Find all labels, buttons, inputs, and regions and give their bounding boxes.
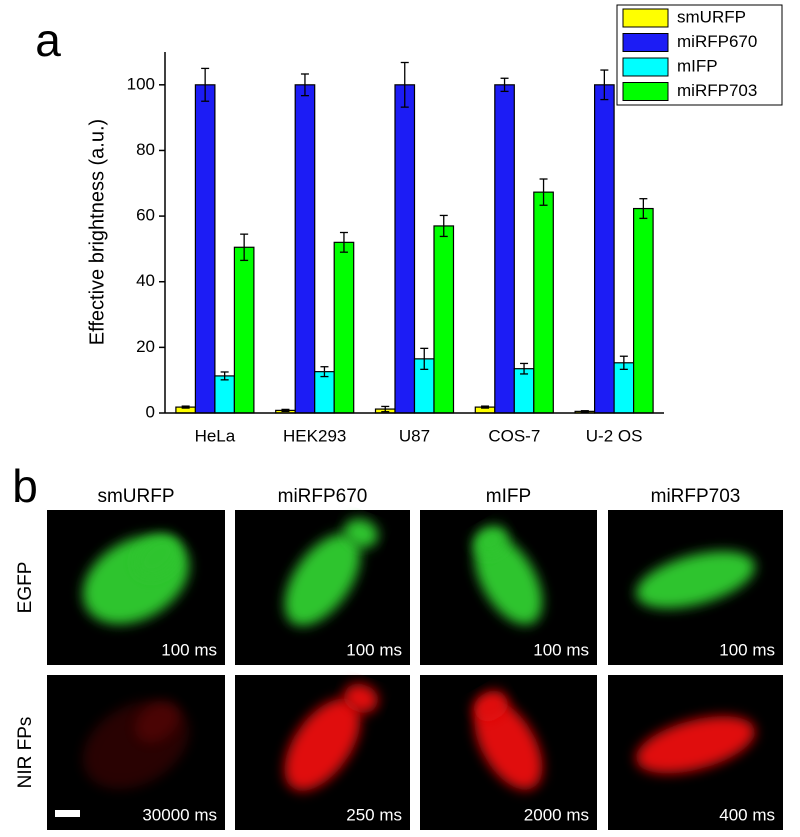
row-header: EGFP [15,562,36,614]
error-bar [400,61,409,108]
bar [433,225,455,414]
cell [473,525,508,557]
x-tick-label: COS-7 [488,426,540,445]
panel-label: b [12,460,38,512]
cell [474,534,543,625]
bar [314,371,335,414]
error-bar [481,405,490,409]
bar [533,191,554,414]
column-header: miRFP670 [278,486,368,507]
exposure-label: 100 ms [719,640,775,659]
cell [635,716,756,774]
exposure-label: 400 ms [719,805,775,824]
cell [474,699,543,790]
bar [593,84,615,414]
legend-label: miRFP703 [677,81,757,100]
column-header: smURFP [97,486,174,507]
bar [214,375,235,414]
bar [394,84,416,414]
row-header: NIR FPs [15,717,36,789]
y-tick-label: 20 [136,337,155,356]
y-axis-label: Effective brightness (a.u.) [86,119,108,345]
error-bar [439,214,448,238]
micrograph [608,675,783,830]
error-bar [619,355,628,371]
micrograph [235,510,410,665]
micrograph [47,675,225,830]
micrograph [47,510,225,665]
error-bar [539,178,548,206]
error-bar [300,73,309,97]
bar [494,84,515,414]
error-bar [201,67,210,102]
bar [632,207,654,414]
exposure-label: 100 ms [346,640,402,659]
error-bar [339,231,348,253]
legend-label: miRFP670 [677,32,757,51]
legend-label: mIFP [677,56,718,75]
bar [613,362,635,414]
panel-label: a [35,14,61,66]
cell [135,700,180,743]
bar [194,84,216,414]
cell [135,535,180,578]
legend-swatch [622,33,669,52]
error-bar [220,371,229,381]
cell [284,698,361,791]
micrograph [608,510,783,665]
error-bar [639,198,648,220]
error-bar [420,347,429,371]
legend-label: smURFP [677,7,746,26]
column-header: miRFP703 [651,486,741,507]
cell [284,533,361,626]
cell [635,551,756,609]
scale-bar [55,810,80,817]
y-tick-label: 60 [136,206,155,225]
cell [473,690,508,722]
micrograph [420,675,597,830]
bar [233,246,255,414]
micrograph [420,510,597,665]
error-bar [240,233,249,262]
exposure-label: 100 ms [533,640,589,659]
exposure-label: 30000 ms [142,805,217,824]
micrograph [235,675,410,830]
bar [333,241,355,414]
bar [513,368,535,414]
exposure-label: 100 ms [161,640,217,659]
error-bar [281,408,290,413]
exposure-label: 2000 ms [524,805,589,824]
y-tick-label: 100 [127,74,155,93]
legend-swatch [622,57,669,77]
error-bar [381,405,390,413]
cell [343,683,379,713]
error-bar [520,362,529,375]
legend-swatch [622,82,669,101]
error-bar [600,69,609,101]
column-header: mIFP [486,486,531,507]
cell [343,518,379,548]
legend-swatch [622,8,669,28]
x-tick-label: HEK293 [283,426,346,445]
bar [294,84,316,414]
y-tick-label: 40 [136,271,155,290]
error-bar [500,77,509,93]
error-bar [181,405,190,409]
x-tick-label: HeLa [195,426,236,445]
exposure-label: 250 ms [346,805,402,824]
y-tick-label: 0 [146,402,155,421]
error-bar [580,410,589,413]
y-tick-label: 80 [136,140,155,159]
error-bar [320,366,329,378]
x-tick-label: U87 [399,426,430,445]
x-tick-label: U-2 OS [586,426,643,445]
